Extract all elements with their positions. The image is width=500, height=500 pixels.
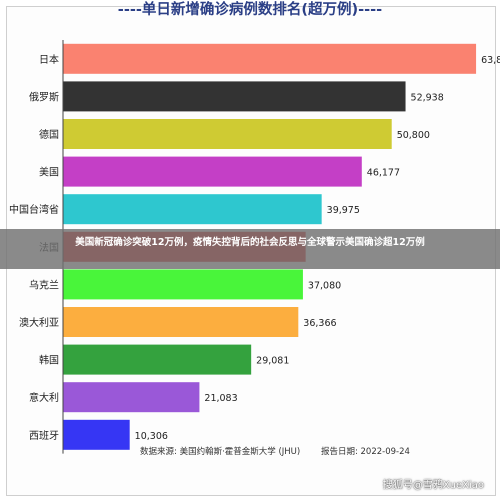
category-label-4: 中国台湾省 xyxy=(9,203,59,216)
data-source: 数据来源: 美国约翰斯·霍普金斯大学 (JHU) xyxy=(140,447,301,457)
category-label-8: 韩国 xyxy=(39,354,59,367)
chart-footer: 数据来源: 美国约翰斯·霍普金斯大学 (JHU) 报告日期: 2022-09-2… xyxy=(140,445,410,457)
caption-overlay: 美国新冠确诊突破12万例，疫情失控背后的社会反思与全球警示美国确诊超12万例 xyxy=(0,229,500,269)
bar-3 xyxy=(63,156,362,187)
value-label-8: 29,081 xyxy=(256,356,289,367)
bar-0 xyxy=(63,43,477,74)
report-date: 报告日期: 2022-09-24 xyxy=(320,447,410,457)
category-label-7: 澳大利亚 xyxy=(19,316,59,329)
category-label-3: 美国 xyxy=(39,166,59,179)
category-label-6: 乌克兰 xyxy=(29,278,59,291)
value-label-4: 39,975 xyxy=(327,205,360,216)
category-label-9: 意大利 xyxy=(29,391,59,404)
bar-4 xyxy=(63,194,322,225)
category-label-10: 西班牙 xyxy=(29,430,59,442)
value-label-3: 46,177 xyxy=(367,168,400,179)
value-label-7: 36,366 xyxy=(303,318,336,329)
category-label-0: 日本 xyxy=(39,53,59,66)
chart-title: ----单日新增确诊病例数排名(超万例)---- xyxy=(117,2,383,18)
value-label-6: 37,080 xyxy=(308,280,341,291)
value-label-1: 52,938 xyxy=(411,92,444,103)
bar-9 xyxy=(63,382,200,413)
bar-2 xyxy=(63,119,392,149)
bar-1 xyxy=(63,81,406,112)
bar-6 xyxy=(63,269,303,300)
category-label-1: 俄罗斯 xyxy=(29,90,59,103)
bar-8 xyxy=(63,344,252,375)
value-label-0: 63,838 xyxy=(481,55,500,66)
category-label-2: 德国 xyxy=(39,128,59,141)
value-label-2: 50,800 xyxy=(397,130,430,141)
value-label-9: 21,083 xyxy=(204,393,237,404)
value-label-10: 10,306 xyxy=(135,431,168,442)
watermark: 搜狐号@雪鸦XueXiao xyxy=(382,480,484,491)
bar-10 xyxy=(63,419,130,450)
bar-7 xyxy=(63,307,299,337)
caption-text: 美国新冠确诊突破12万例，疫情失控背后的社会反思与全球警示美国确诊超12万例 xyxy=(75,237,425,248)
